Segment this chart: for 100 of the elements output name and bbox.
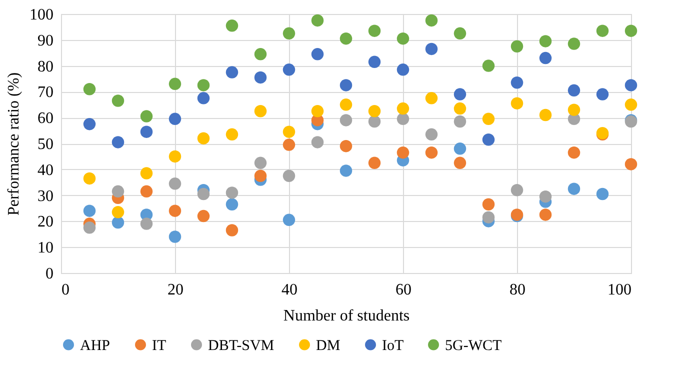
x-tick-label: 100 — [608, 282, 632, 298]
point — [624, 98, 638, 111]
point — [168, 204, 182, 217]
point — [112, 206, 124, 218]
point — [624, 24, 638, 37]
point — [368, 56, 381, 68]
x-tick-label: 40 — [282, 282, 298, 298]
point — [539, 108, 552, 122]
point — [254, 48, 267, 60]
point — [368, 105, 381, 118]
point — [282, 27, 296, 40]
y-tick-label: 20 — [38, 214, 54, 231]
point — [197, 188, 210, 200]
point — [454, 102, 466, 115]
y-tick-label: 60 — [38, 110, 54, 128]
point — [510, 97, 524, 110]
point — [396, 64, 410, 76]
point — [368, 156, 381, 170]
legend-label: DM — [316, 338, 340, 354]
point — [568, 182, 580, 195]
point — [226, 224, 238, 236]
point — [140, 126, 153, 138]
point — [282, 126, 296, 138]
y-tick-label: 50 — [38, 136, 54, 153]
y-tick-label: 40 — [38, 162, 54, 179]
point — [168, 112, 182, 126]
x-axis-title: Number of students — [283, 308, 410, 324]
x-tick-label: 20 — [168, 282, 184, 298]
point — [596, 88, 609, 100]
point — [340, 114, 352, 126]
point — [482, 134, 495, 146]
legend-label: IoT — [382, 338, 404, 354]
point — [168, 230, 182, 243]
point — [510, 40, 524, 52]
point — [454, 27, 466, 40]
point — [197, 132, 210, 144]
point — [197, 92, 210, 104]
legend-label: IT — [152, 338, 166, 354]
point — [197, 79, 210, 92]
point — [254, 170, 267, 182]
point — [596, 188, 609, 200]
x-tick-label: 80 — [510, 282, 526, 298]
point — [368, 24, 381, 37]
point — [226, 20, 238, 32]
point — [83, 204, 96, 217]
point — [510, 76, 524, 89]
legend-label: DBT-SVM — [208, 338, 274, 354]
point — [482, 60, 495, 72]
point — [226, 186, 238, 199]
point — [482, 112, 495, 126]
point — [539, 52, 552, 64]
point — [168, 78, 182, 90]
point — [510, 184, 524, 196]
point — [454, 88, 466, 100]
point — [425, 42, 438, 56]
point — [396, 112, 410, 126]
point — [539, 208, 552, 221]
legend-label: 5G-WCT — [445, 338, 502, 354]
y-tick-label: 70 — [38, 84, 54, 102]
x-tick-label: 60 — [396, 282, 412, 298]
x-tick-label: 0 — [62, 282, 70, 298]
y-tick-label: 100 — [30, 6, 54, 24]
point — [454, 142, 466, 155]
point — [568, 146, 580, 159]
y-tick-label: 30 — [38, 188, 54, 205]
point — [340, 32, 352, 45]
point — [568, 84, 580, 97]
point — [568, 104, 580, 116]
point — [83, 83, 96, 96]
point — [539, 190, 552, 203]
point — [454, 115, 466, 128]
point — [340, 140, 352, 152]
point — [254, 105, 267, 118]
point — [254, 71, 267, 84]
point — [254, 156, 267, 170]
point — [282, 64, 296, 76]
y-tick-label: 80 — [38, 58, 54, 76]
point — [539, 35, 552, 48]
point — [482, 198, 495, 210]
point — [83, 222, 96, 234]
y-tick-label: 0 — [46, 266, 54, 282]
point — [311, 48, 324, 60]
point — [83, 118, 96, 130]
point — [624, 79, 638, 92]
point — [140, 167, 153, 180]
point — [624, 158, 638, 170]
point — [226, 66, 238, 78]
point — [340, 98, 352, 111]
point — [396, 32, 410, 45]
point — [396, 146, 410, 159]
point — [425, 92, 438, 104]
point — [311, 136, 324, 148]
point — [83, 172, 96, 185]
y-tick-label: 10 — [38, 240, 54, 257]
point — [226, 198, 238, 210]
point — [197, 210, 210, 222]
y-tick-label: 90 — [38, 32, 54, 50]
point — [396, 102, 410, 115]
point — [140, 185, 153, 198]
y-axis-title: Performance ratio (%) — [6, 72, 22, 216]
